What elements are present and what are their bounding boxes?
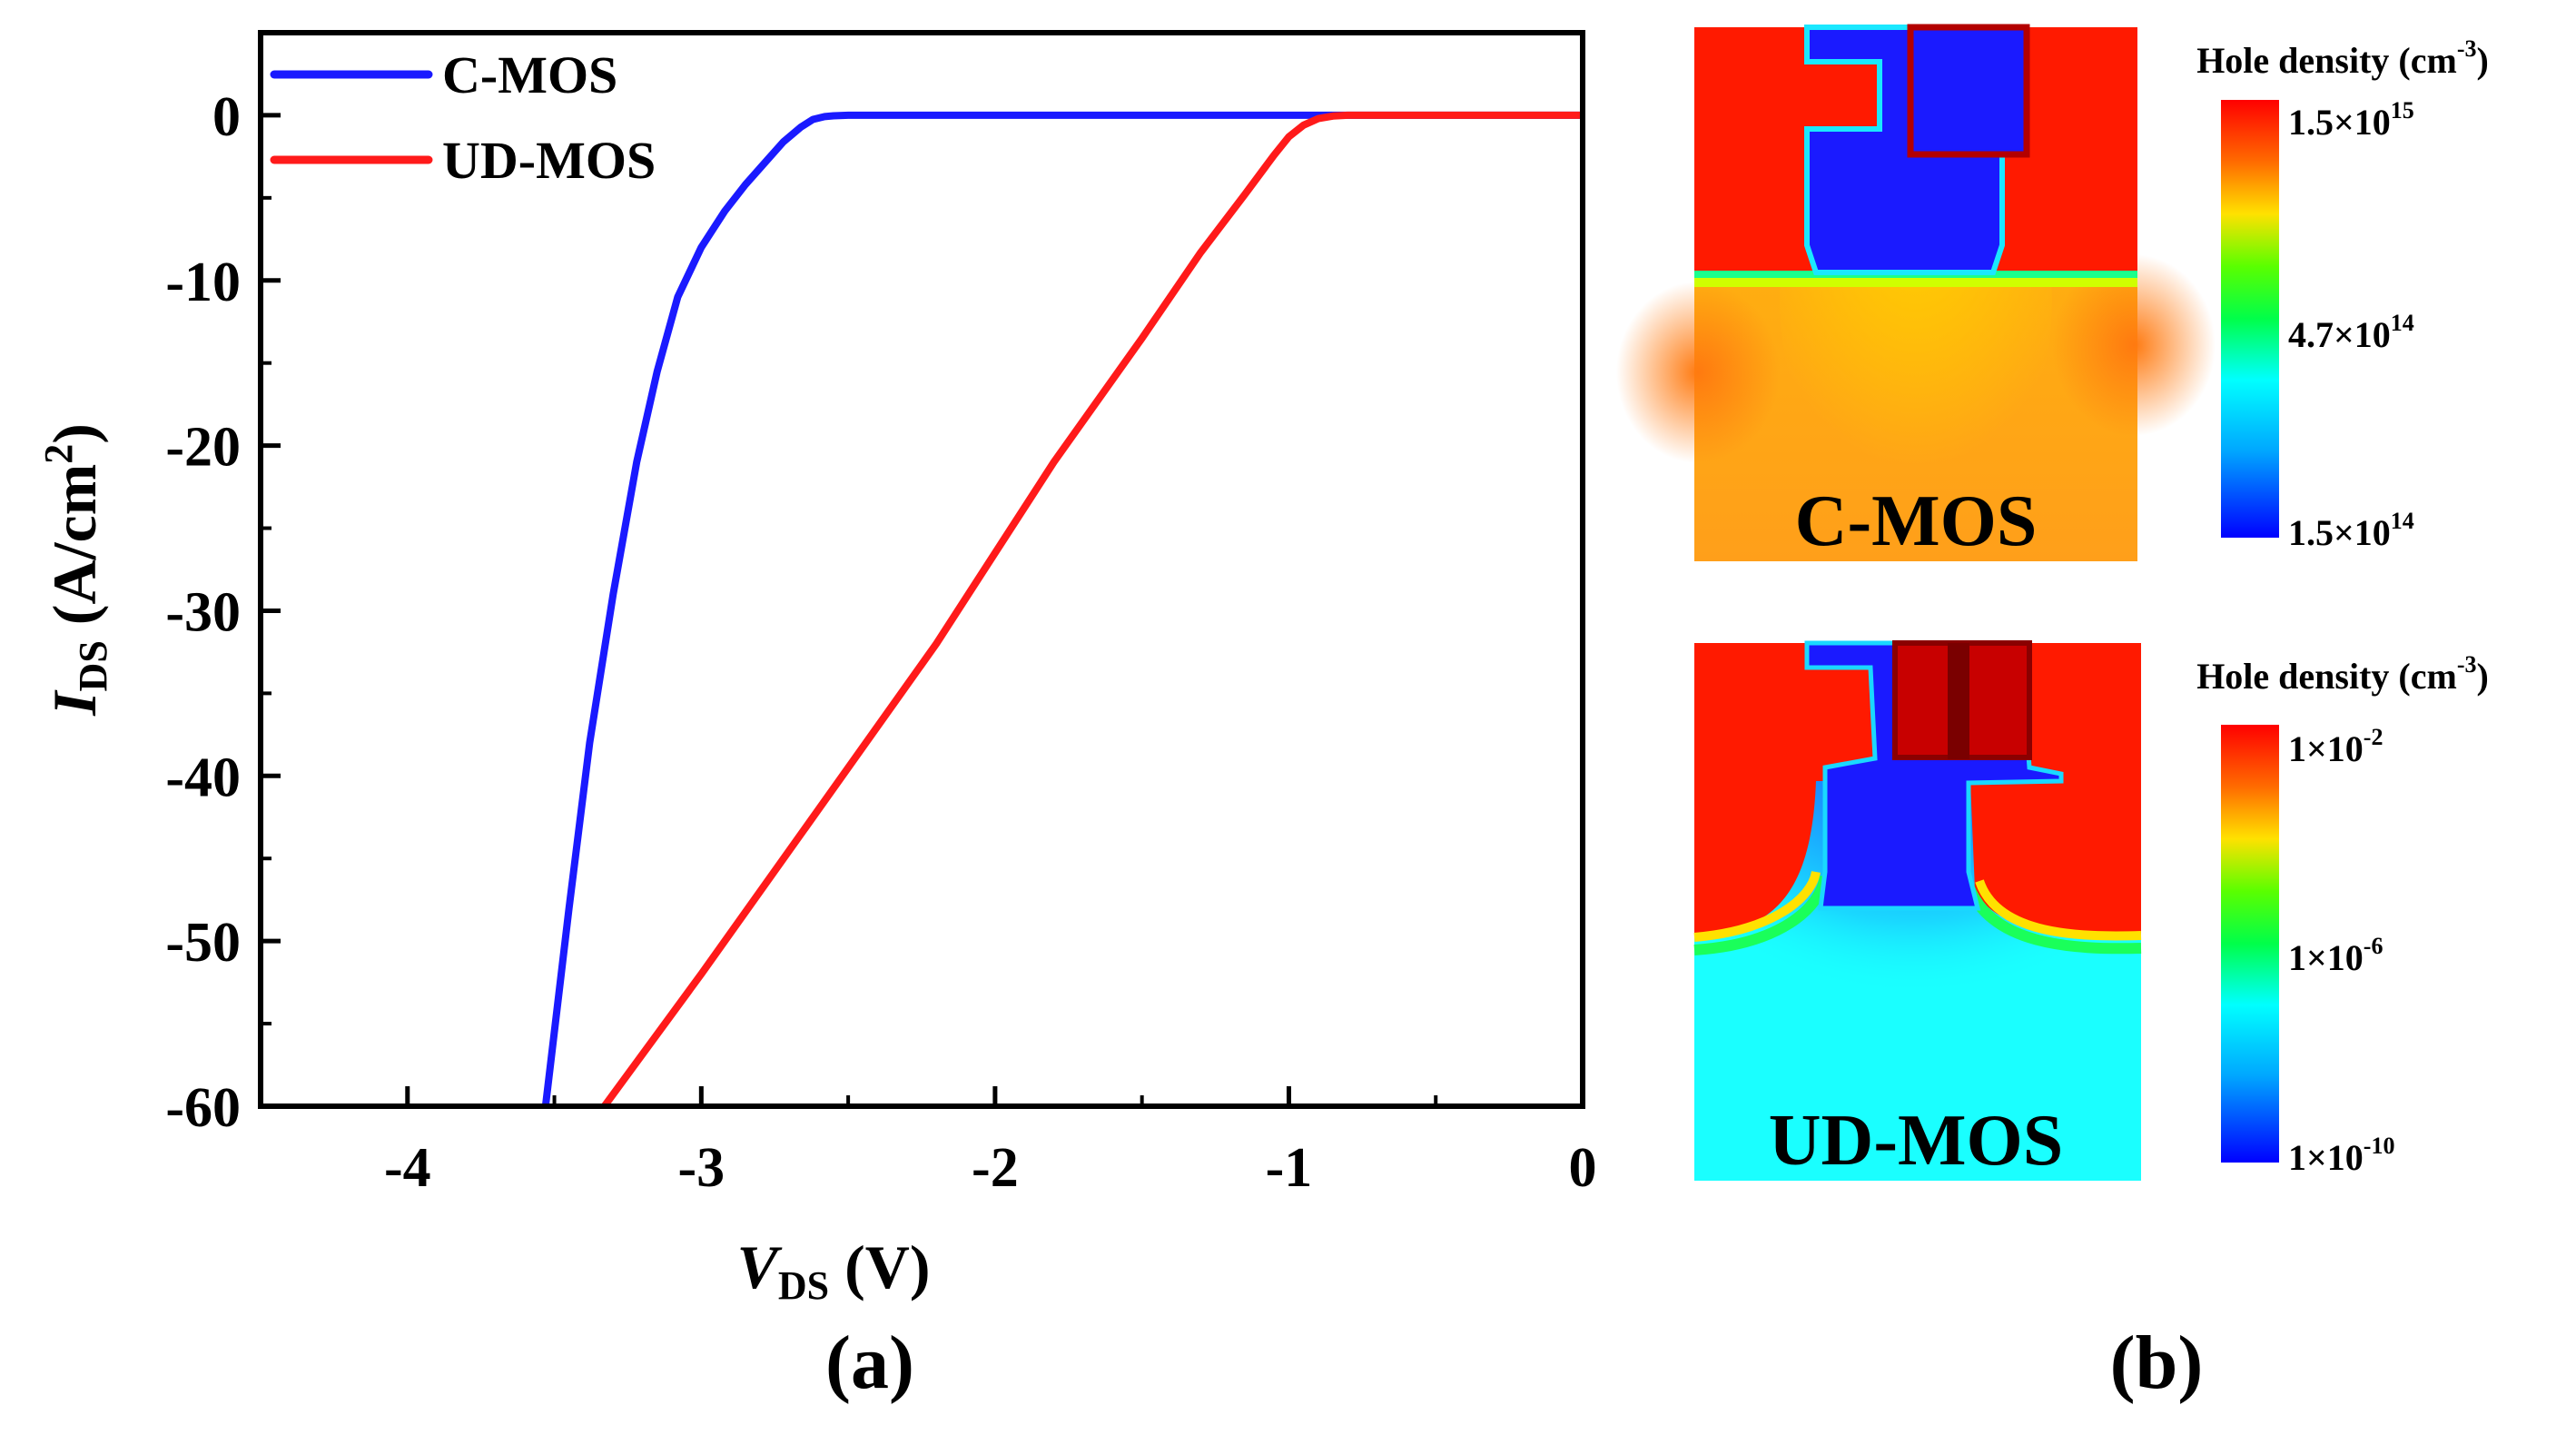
x-axis-label-unit: (V) <box>829 1232 930 1301</box>
y-axis-label-unit-sup: 2 <box>36 444 81 464</box>
tick-labels: -4 -3 -2 -1 00-10-20-30-40-50-60 <box>165 86 1596 1199</box>
legend-label-c-mos: C-MOS <box>442 45 617 104</box>
c-mos-map-label: C-MOS <box>1795 481 2038 561</box>
x-tick-label: -2 <box>972 1137 1019 1199</box>
panel-a-label: (a) <box>825 1321 914 1405</box>
ud-mos-colorbar-gradient <box>2221 725 2279 1163</box>
x-axis-label-main: V <box>736 1232 782 1301</box>
c-mos-colorbar: Hole density (cm-3) 1.5×1015 4.7×1014 1.… <box>2196 35 2489 553</box>
series-line-ud-mos <box>600 111 1583 1106</box>
x-axis-label-sub: DS <box>778 1263 829 1308</box>
y-axis-label-main: I <box>40 689 109 717</box>
y-tick-label: -40 <box>165 747 241 808</box>
x-tick-label: -4 <box>384 1137 431 1199</box>
ud-mos-density-map: UD-MOS <box>1693 640 2142 1181</box>
ud-mos-junction-right-edge <box>1963 883 2142 955</box>
x-tick-label: -1 <box>1266 1137 1313 1199</box>
panel-b-label: (b) <box>2110 1321 2204 1405</box>
c-mos-colorbar-gradient <box>2221 100 2279 538</box>
c-mos-gate <box>1907 24 2030 158</box>
c-mos-depletion-left <box>1616 282 1780 463</box>
y-tick-label: -50 <box>165 912 241 974</box>
ud-mos-colorbar-title-sup: -3 <box>2457 651 2477 678</box>
series-lines <box>541 111 1583 1106</box>
y-tick-label: -30 <box>165 581 241 643</box>
y-tick-label: -20 <box>165 417 241 479</box>
ud-mos-colorbar: Hole density (cm-3) 1×10-2 1×10-6 1×10-1… <box>2196 651 2489 1178</box>
series-line-c-mos <box>541 111 1583 1106</box>
axis-ticks <box>259 31 1585 1109</box>
ud-mos-colorbar-tick-high: 1×10-2 <box>2288 724 2383 769</box>
ud-mos-colorbar-title-close: ) <box>2476 656 2488 697</box>
legend: C-MOS UD-MOS <box>270 45 656 190</box>
iv-chart: -4 -3 -2 -1 00-10-20-30-40-50-60 C-MOS UD-MO… <box>36 30 1597 1405</box>
c-mos-colorbar-tick-low: 1.5×1014 <box>2288 508 2414 553</box>
x-tick-label: -3 <box>678 1137 725 1199</box>
c-mos-colorbar-title: Hole density (cm-3) <box>2196 35 2489 81</box>
c-mos-colorbar-title-main: Hole density (cm <box>2196 40 2457 81</box>
ud-mos-colorbar-tick-low: 1×10-10 <box>2288 1133 2394 1178</box>
c-mos-colorbar-title-close: ) <box>2476 40 2488 81</box>
ud-mos-junction-left <box>1693 870 1821 942</box>
y-tick-label: 0 <box>212 86 241 148</box>
c-mos-colorbar-tick-mid: 4.7×1014 <box>2288 310 2414 355</box>
c-mos-colorbar-title-sup: -3 <box>2457 35 2477 62</box>
y-axis-label-unit-close: ) <box>40 423 109 444</box>
legend-label-ud-mos: UD-MOS <box>442 131 656 190</box>
ud-mos-colorbar-title-main: Hole density (cm <box>2196 656 2457 697</box>
x-tick-label: 0 <box>1569 1137 1597 1199</box>
y-axis-label: IDS (A/cm2) <box>36 423 115 717</box>
c-mos-colorbar-tick-high: 1.5×1015 <box>2288 97 2414 143</box>
c-mos-depletion-right <box>2052 254 2216 436</box>
ud-mos-colorbar-title: Hole density (cm-3) <box>2196 651 2489 697</box>
ud-mos-map-label: UD-MOS <box>1769 1101 2063 1181</box>
ud-mos-junction-right <box>1975 879 2142 941</box>
x-axis-label: VDS (V) <box>736 1232 930 1308</box>
ud-mos-gate-core <box>1948 643 1969 759</box>
y-axis-label-sub: DS <box>71 640 115 691</box>
c-mos-density-map: C-MOS <box>1616 24 2216 561</box>
y-tick-label: -60 <box>165 1077 241 1139</box>
plot-frame <box>258 30 1585 1109</box>
c-mos-junction-edge <box>1694 278 2137 287</box>
ud-mos-colorbar-tick-mid: 1×10-6 <box>2288 933 2383 978</box>
y-tick-label: -10 <box>165 252 241 313</box>
y-axis-label-unit: (A/cm <box>40 464 109 640</box>
